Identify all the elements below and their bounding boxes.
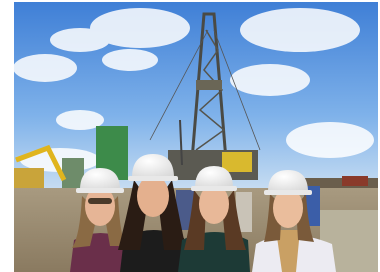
rig-yellow-equipment: [222, 152, 252, 172]
crane-body: [14, 168, 44, 188]
face: [137, 175, 169, 217]
hat-brim: [128, 176, 178, 181]
cloud: [102, 49, 158, 71]
rig-platform: [196, 80, 222, 90]
cloud: [286, 122, 374, 158]
page: [0, 0, 380, 272]
cloud: [230, 64, 310, 96]
glasses: [88, 198, 112, 204]
hat-brim: [191, 186, 237, 191]
hat-brim: [264, 190, 312, 195]
cloud: [13, 54, 77, 82]
photo-scene: [0, 0, 380, 272]
hat-brim: [76, 188, 124, 193]
cloud: [90, 8, 190, 48]
machinery: [342, 176, 368, 186]
cloud: [240, 8, 360, 52]
